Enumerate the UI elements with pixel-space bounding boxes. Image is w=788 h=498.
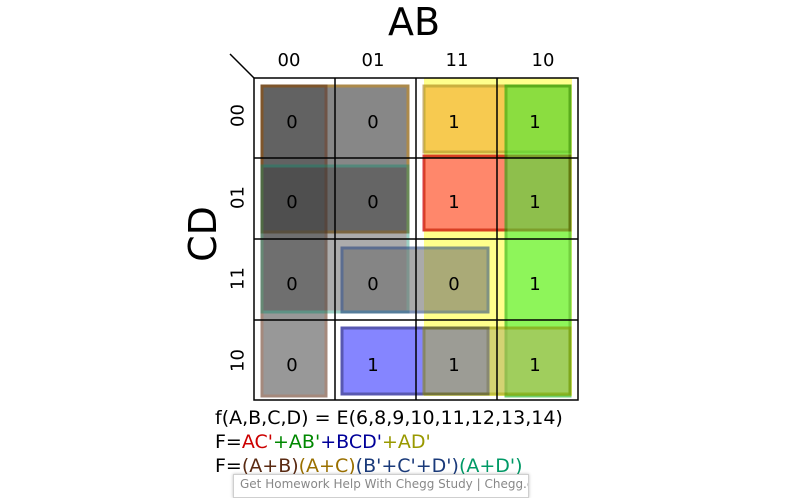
sop-term: +AB' xyxy=(273,431,321,453)
column-code-10: 10 xyxy=(531,50,555,71)
columns-variable-label: AB xyxy=(388,0,441,44)
cell-r0-c0: 0 xyxy=(286,112,297,133)
cell-r0-c1: 0 xyxy=(367,112,378,133)
cell-r3-c2: 1 xyxy=(448,355,459,376)
cell-r2-c3: 1 xyxy=(529,274,540,295)
sop-expression: F=AC'+AB'+BCD'+AD' xyxy=(215,431,431,453)
map-grid xyxy=(253,77,579,401)
pos-term: (A+B) xyxy=(241,455,299,477)
column-code-11: 11 xyxy=(445,50,469,71)
sop-prefix: F= xyxy=(215,431,242,453)
cell-r2-c0: 0 xyxy=(286,274,297,295)
column-code-01: 01 xyxy=(361,50,385,71)
cell-r1-c1: 0 xyxy=(367,192,378,213)
cell-r3-c0: 0 xyxy=(286,355,297,376)
cell-r1-c0: 0 xyxy=(286,192,297,213)
group-b-c-d xyxy=(340,246,490,314)
sop-term: AC' xyxy=(241,431,274,453)
sop-term: +BCD' xyxy=(320,431,382,453)
cell-r2-c1: 0 xyxy=(367,274,378,295)
chegg-watermark-tooltip: Get Homework Help With Chegg Study | Che… xyxy=(233,474,529,498)
cell-r1-c2: 1 xyxy=(448,192,459,213)
cell-r0-c3: 1 xyxy=(529,112,540,133)
cell-r2-c2: 0 xyxy=(448,274,459,295)
pos-term: (A+D') xyxy=(458,455,523,477)
pos-prefix: F= xyxy=(215,455,242,477)
pos-expression: F=(A+B)(A+C)(B'+C'+D')(A+D') xyxy=(215,455,523,477)
pos-term: (B'+C'+D') xyxy=(355,455,459,477)
column-code-00: 00 xyxy=(277,50,301,71)
cell-r3-c3: 1 xyxy=(529,355,540,376)
pos-term: (A+C) xyxy=(298,455,356,477)
corner-diagonal xyxy=(229,53,255,79)
function-definition: f(A,B,C,D) = E(6,8,9,10,11,12,13,14) xyxy=(215,407,563,429)
cell-r3-c1: 1 xyxy=(367,355,378,376)
sop-term: +AD' xyxy=(381,431,431,453)
group-a-plus-b xyxy=(260,84,328,398)
cell-r1-c3: 1 xyxy=(529,192,540,213)
cell-r0-c2: 1 xyxy=(448,112,459,133)
